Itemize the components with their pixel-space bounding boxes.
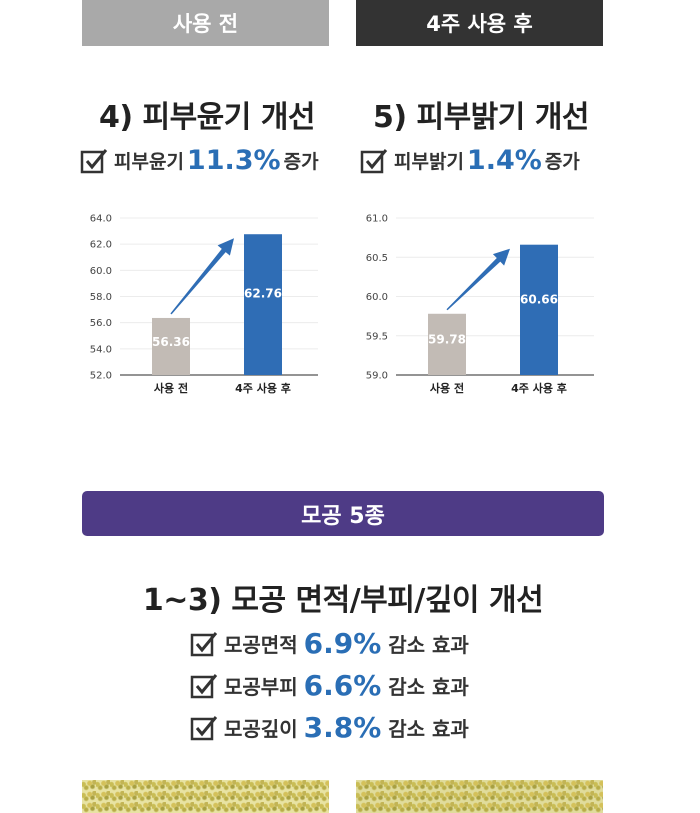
bar-value-label: 59.78 bbox=[428, 332, 466, 346]
skin-brightness-chart: 59.0 59.5 60.0 60.5 61.0 59.78 사용 전 60.66 4주 사용 … bbox=[366, 214, 594, 395]
stat-metric: 피부밝기 bbox=[394, 151, 464, 173]
trend-arrow-icon bbox=[446, 248, 510, 311]
y-tick-label: 59.0 bbox=[366, 371, 388, 382]
skin-gloss-title: 4) 피부윤기 개선 bbox=[98, 100, 316, 135]
category-label: 사용 전 bbox=[154, 381, 188, 395]
bar-value-label: 62.76 bbox=[244, 286, 282, 300]
y-tick-label: 60.0 bbox=[90, 266, 112, 277]
stat-metric: 모공면적 bbox=[224, 633, 298, 657]
skin-gloss-chart: 52.0 54.0 56.0 58.0 60.0 62.0 64.0 56.36 사용 전 62.… bbox=[90, 214, 318, 395]
y-tick-label: 60.5 bbox=[366, 253, 388, 264]
bar bbox=[244, 234, 282, 375]
checkbox-checked-icon bbox=[190, 715, 218, 740]
pore-depth-stat: 모공깊이 3.8% 감소 효과 bbox=[190, 711, 469, 744]
skin-brightness-title: 5) 피부밝기 개선 bbox=[372, 100, 590, 135]
y-tick-label: 54.0 bbox=[90, 344, 112, 355]
trend-arrow-icon bbox=[170, 238, 234, 315]
stat-metric: 모공깊이 bbox=[224, 717, 298, 741]
stat-value: 11.3% bbox=[186, 145, 281, 176]
bar bbox=[520, 244, 558, 375]
y-tick-label: 62.0 bbox=[90, 240, 112, 251]
skin-gloss-stat: 피부윤기 11.3% 증가 bbox=[80, 145, 319, 176]
category-label: 4주 사용 후 bbox=[511, 381, 567, 395]
y-tick-label: 58.0 bbox=[90, 292, 112, 303]
after-tab: 4주 사용 후 bbox=[356, 0, 603, 46]
stat-value: 3.8% bbox=[303, 711, 382, 744]
pore-section-banner: 모공 5종 bbox=[82, 491, 604, 536]
y-tick-label: 56.0 bbox=[90, 318, 112, 329]
stat-value: 1.4% bbox=[466, 145, 542, 176]
stat-suffix: 증가 bbox=[283, 151, 319, 173]
stat-suffix: 감소 효과 bbox=[388, 675, 469, 699]
category-label: 사용 전 bbox=[430, 381, 464, 395]
skin-brightness-stat: 피부밝기 1.4% 증가 bbox=[360, 145, 580, 176]
checkbox-checked-icon bbox=[190, 673, 218, 698]
bar-value-label: 56.36 bbox=[152, 335, 190, 349]
before-skin-photo bbox=[82, 780, 329, 813]
checkbox-checked-icon bbox=[190, 631, 218, 656]
stat-metric: 모공부피 bbox=[224, 675, 298, 699]
y-tick-label: 61.0 bbox=[366, 214, 388, 225]
checkbox-checked-icon bbox=[360, 148, 388, 173]
pore-area-stat: 모공면적 6.9% 감소 효과 bbox=[190, 627, 469, 660]
pore-title: 1~3) 모공 면적/부피/깊이 개선 bbox=[142, 583, 544, 618]
pore-volume-stat: 모공부피 6.6% 감소 효과 bbox=[190, 669, 469, 702]
stat-suffix: 감소 효과 bbox=[388, 717, 469, 741]
stat-value: 6.9% bbox=[303, 627, 382, 660]
y-tick-label: 64.0 bbox=[90, 214, 112, 225]
bar bbox=[152, 317, 190, 375]
y-tick-label: 59.5 bbox=[366, 331, 388, 342]
stat-metric: 피부윤기 bbox=[114, 151, 184, 173]
checkbox-checked-icon bbox=[80, 148, 108, 173]
bar bbox=[428, 313, 466, 375]
stat-suffix: 감소 효과 bbox=[388, 633, 469, 657]
stat-suffix: 증가 bbox=[544, 151, 580, 173]
after-skin-photo bbox=[356, 780, 603, 813]
before-tab: 사용 전 bbox=[82, 0, 329, 46]
y-tick-label: 60.0 bbox=[366, 292, 388, 303]
bar-value-label: 60.66 bbox=[520, 292, 558, 306]
stat-value: 6.6% bbox=[303, 669, 382, 702]
category-label: 4주 사용 후 bbox=[235, 381, 291, 395]
y-tick-label: 52.0 bbox=[90, 371, 112, 382]
